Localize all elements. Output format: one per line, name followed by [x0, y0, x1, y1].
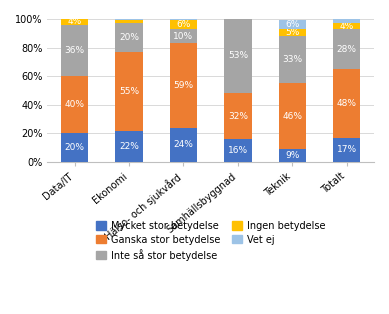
Bar	[333, 19, 360, 23]
Bar	[224, 139, 252, 162]
Text: 36%: 36%	[65, 46, 85, 55]
Bar	[61, 19, 88, 25]
Text: 9%: 9%	[285, 151, 300, 160]
Bar	[61, 133, 88, 162]
Text: 40%: 40%	[65, 100, 84, 109]
Bar	[170, 20, 197, 29]
Text: 6%: 6%	[285, 20, 300, 29]
Text: 4%: 4%	[67, 17, 82, 26]
Text: 59%: 59%	[173, 81, 193, 90]
Bar	[170, 29, 197, 43]
Bar	[61, 76, 88, 133]
Bar	[279, 20, 306, 29]
Text: 6%: 6%	[176, 20, 191, 29]
Bar	[170, 43, 197, 128]
Text: 46%: 46%	[282, 112, 302, 121]
Text: 10%: 10%	[173, 32, 193, 41]
Text: 48%: 48%	[337, 99, 357, 108]
Legend: Mycket stor betydelse, Ganska stor betydelse, Inte så stor betydelse, Ingen bety: Mycket stor betydelse, Ganska stor betyd…	[93, 217, 329, 264]
Bar	[333, 29, 360, 69]
Text: 55%: 55%	[119, 87, 139, 96]
Text: 20%: 20%	[65, 143, 84, 152]
Bar	[224, 93, 252, 139]
Text: 24%: 24%	[173, 140, 193, 149]
Bar	[279, 36, 306, 84]
Bar	[116, 23, 143, 52]
Bar	[279, 29, 306, 36]
Bar	[116, 19, 143, 20]
Text: 28%: 28%	[337, 45, 357, 54]
Bar	[170, 19, 197, 20]
Text: 32%: 32%	[228, 112, 248, 121]
Bar	[61, 25, 88, 76]
Bar	[333, 23, 360, 29]
Text: 22%: 22%	[119, 142, 139, 151]
Text: 20%: 20%	[119, 33, 139, 42]
Text: 5%: 5%	[285, 28, 300, 37]
Bar	[116, 20, 143, 23]
Text: 33%: 33%	[282, 55, 302, 64]
Text: 4%: 4%	[340, 22, 354, 31]
Bar	[333, 69, 360, 138]
Bar	[116, 52, 143, 131]
Bar	[170, 128, 197, 162]
Bar	[279, 84, 306, 149]
Text: 53%: 53%	[228, 51, 248, 60]
Bar	[333, 138, 360, 162]
Text: 16%: 16%	[228, 146, 248, 155]
Bar	[224, 18, 252, 93]
Text: 17%: 17%	[337, 145, 357, 154]
Bar	[116, 131, 143, 162]
Bar	[279, 149, 306, 162]
